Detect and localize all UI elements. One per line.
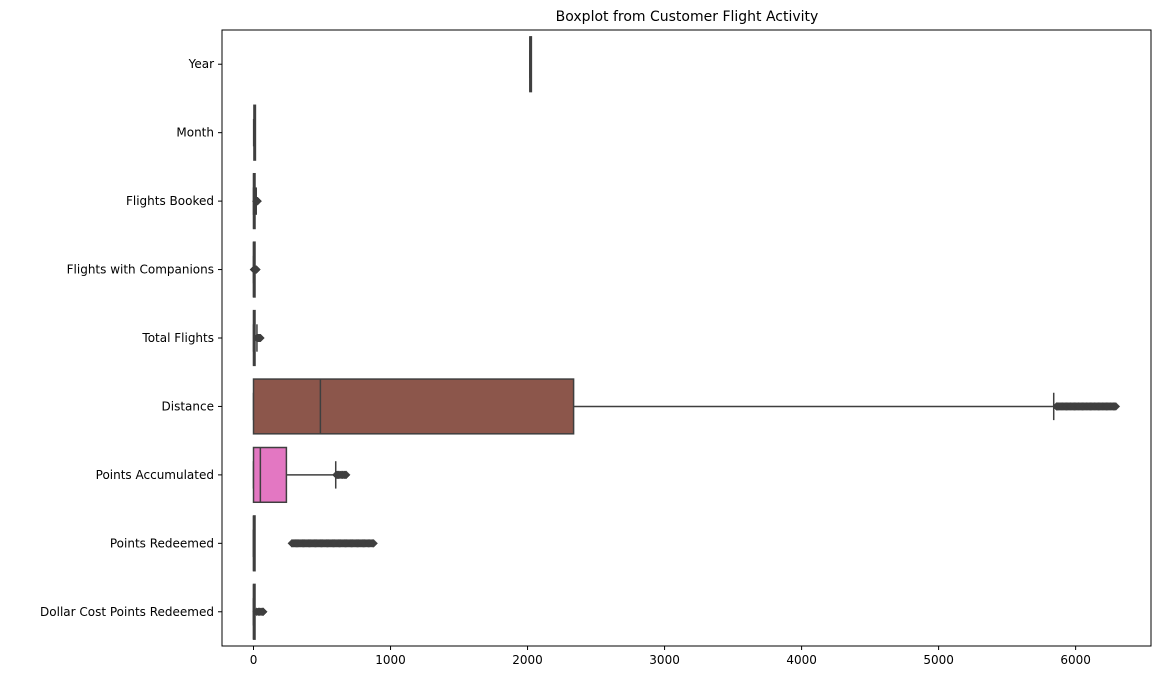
x-tick-label: 5000: [923, 653, 954, 667]
box-group: [252, 583, 268, 640]
y-tick-label: Distance: [162, 399, 214, 413]
box-group: [529, 36, 533, 93]
y-tick-label: Points Redeemed: [110, 536, 214, 550]
y-tick-label: Year: [188, 57, 214, 71]
y-tick-label: Flights Booked: [126, 194, 214, 208]
box-group: [252, 172, 262, 230]
box-group: [252, 515, 378, 572]
y-tick-label: Points Accumulated: [96, 468, 214, 482]
chart-title: Boxplot from Customer Flight Activity: [556, 9, 819, 25]
box-group: [252, 309, 265, 367]
outlier-point: [367, 538, 377, 548]
box-iqr: [252, 446, 288, 504]
x-axis: 0 1000 2000 3000 4000 5000 6000: [250, 646, 1091, 667]
outlier-point: [253, 196, 262, 206]
y-tick-label: Total Flights: [141, 331, 214, 345]
box-group: [249, 241, 261, 298]
x-tick-label: 1000: [375, 653, 406, 667]
x-tick-label: 3000: [649, 653, 680, 667]
outlier-point: [1110, 402, 1119, 411]
box-group: [252, 378, 1121, 435]
y-axis: Year Month Flights Booked Flights with Comp…: [40, 57, 222, 619]
outlier-point: [340, 470, 350, 480]
outlier-point: [258, 607, 268, 617]
x-tick-label: 0: [250, 653, 258, 667]
outlier-point: [256, 333, 265, 343]
box-iqr: [252, 378, 575, 435]
x-tick-label: 4000: [786, 653, 817, 667]
y-tick-label: Dollar Cost Points Redeemed: [40, 605, 214, 619]
x-tick-label: 2000: [512, 653, 543, 667]
plot-frame: [221, 29, 1152, 647]
outlier-point: [252, 265, 261, 274]
box-group: [252, 104, 257, 161]
chart-marks: [249, 36, 1121, 640]
box-group: [252, 446, 351, 504]
y-tick-label: Flights with Companions: [67, 263, 214, 277]
x-tick-label: 6000: [1060, 653, 1091, 667]
y-tick-label: Month: [176, 126, 214, 140]
